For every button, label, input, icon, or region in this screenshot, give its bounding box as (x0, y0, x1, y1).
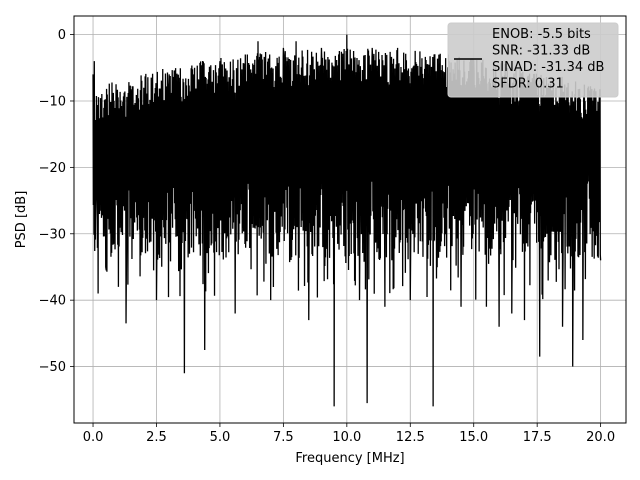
legend-entry: ENOB: -5.5 bits (492, 27, 591, 42)
legend-entry: SINAD: -31.34 dB (492, 60, 604, 75)
x-tick-label: 10.0 (332, 430, 361, 445)
y-tick-label: −30 (39, 227, 66, 242)
x-tick-label: 12.5 (396, 430, 425, 445)
legend-entry: SFDR: 0.31 (492, 77, 564, 92)
x-tick-label: 0.0 (83, 430, 104, 445)
y-tick-label: −50 (39, 360, 66, 375)
y-tick-label: −40 (39, 294, 66, 309)
tick-layer: 0.0 2.5 5.0 7.5 10.0 12.5 15.0 17.5 20.0 0 −10 −20 −… (39, 28, 616, 445)
axes-frame (73, 15, 627, 424)
y-tick-label: 0 (58, 28, 66, 43)
y-axis-label: PSD [dB] (14, 191, 29, 249)
legend-entry: SNR: -31.33 dB (492, 44, 590, 59)
legend-box (447, 22, 619, 98)
y-tick-label: −10 (39, 94, 66, 109)
x-tick-label: 7.5 (273, 430, 294, 445)
x-tick-label: 5.0 (210, 430, 231, 445)
x-tick-label: 17.5 (523, 430, 552, 445)
x-tick-label: 20.0 (586, 430, 615, 445)
x-tick-label: 2.5 (146, 430, 167, 445)
x-tick-label: 15.0 (459, 430, 488, 445)
y-tick-label: −20 (39, 161, 66, 176)
x-axis-label: Frequency [MHz] (295, 451, 404, 466)
